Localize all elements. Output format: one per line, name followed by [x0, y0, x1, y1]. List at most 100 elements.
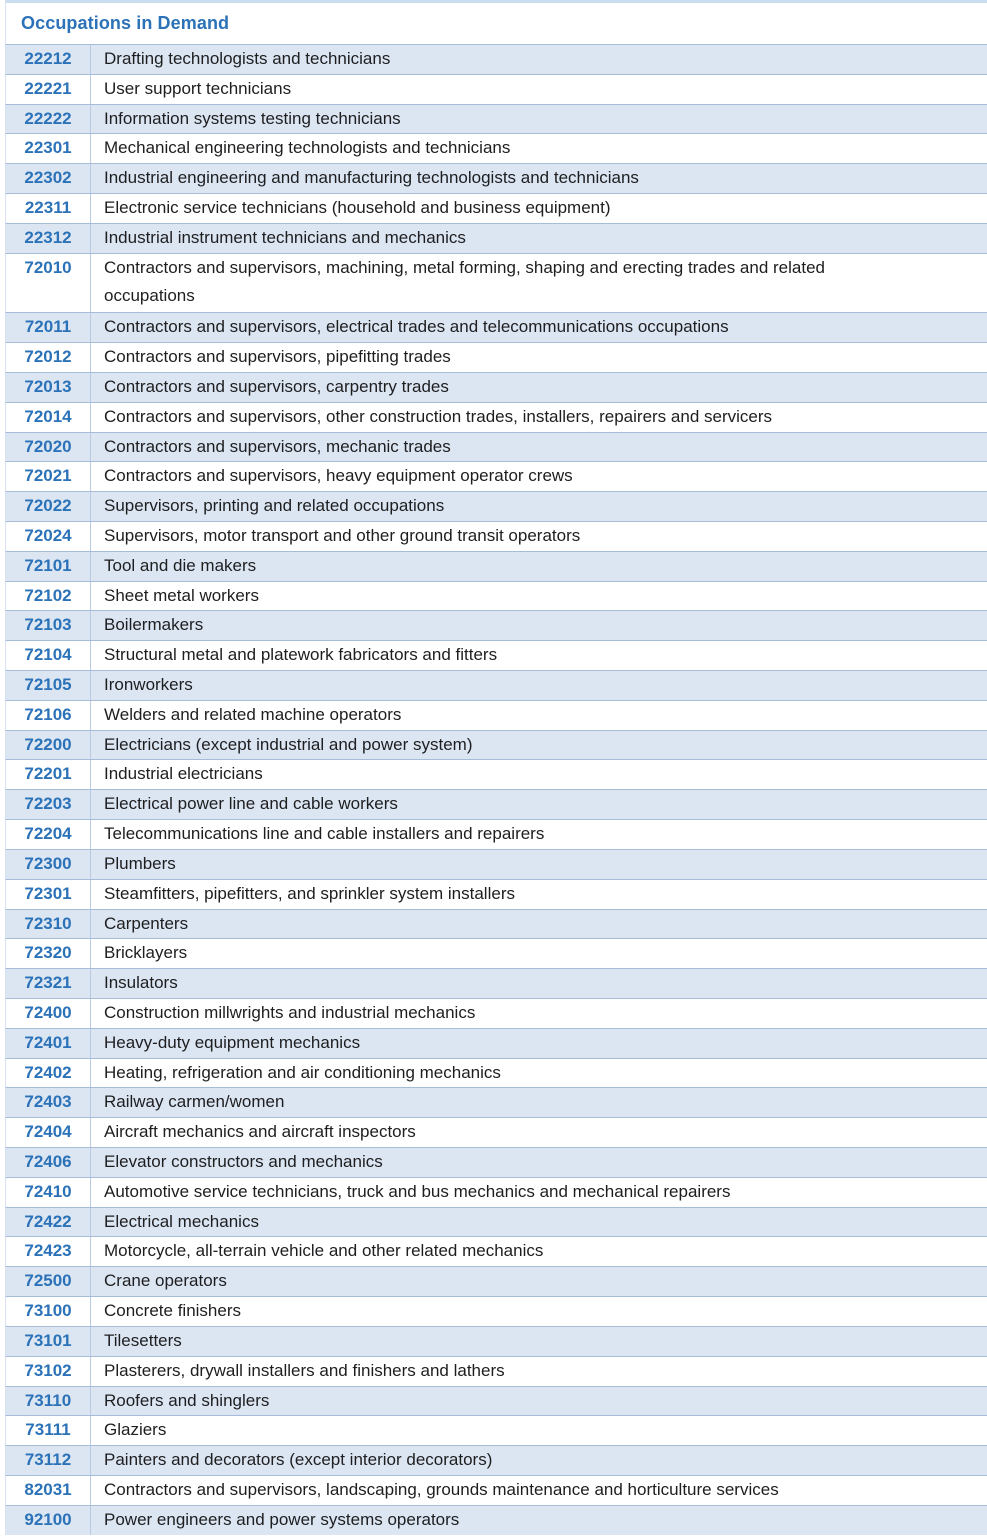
occupation-code-cell: 72301: [6, 879, 91, 909]
table-row: 72410 Automotive service technicians, tr…: [5, 1176, 987, 1207]
occupation-title-cell: Electronic service technicians (househol…: [104, 198, 611, 218]
table-row: 72402 Heating, refrigeration and air con…: [5, 1057, 987, 1088]
occupation-code-cell: 72021: [6, 462, 91, 492]
occupation-code-cell: 22301: [6, 134, 91, 164]
table-row: 72014 Contractors and supervisors, other…: [5, 401, 987, 432]
occupation-title-cell: Boilermakers: [104, 615, 204, 635]
occupation-code-cell: 22311: [6, 194, 91, 223]
table-row: 72022 Supervisors, printing and related …: [5, 491, 987, 521]
table-row: 22221 User support technicians: [5, 73, 987, 104]
table-row: 73102 Plasterers, drywall installers and…: [5, 1355, 987, 1386]
occupation-title-cell: Automotive service technicians, truck an…: [104, 1181, 731, 1201]
occupation-code-cell: 72201: [6, 760, 91, 790]
occupation-code-cell: 72105: [6, 671, 91, 700]
table-row: 72423 Motorcycle, all-terrain vehicle an…: [5, 1236, 987, 1267]
occupation-title-cell: Plasterers, drywall installers and finis…: [104, 1360, 505, 1380]
table-row: 73111 Glaziers: [5, 1415, 987, 1446]
occupation-code-cell: 73101: [6, 1326, 91, 1356]
occupation-title-cell: Electricians (except industrial and powe…: [104, 734, 473, 754]
table-row: 22311 Electronic service technicians (ho…: [5, 193, 987, 223]
table-row: 73101 Tilesetters: [5, 1325, 987, 1356]
occupation-code-cell: 72423: [6, 1237, 91, 1267]
occupation-code-cell: 72200: [6, 730, 91, 760]
occupation-code-cell: 72406: [6, 1148, 91, 1177]
occupation-code-cell: 72401: [6, 1028, 91, 1058]
occupation-code-cell: 72011: [6, 313, 91, 343]
occupation-code-cell: 72410: [6, 1177, 91, 1207]
table-row: 72403 Railway carmen/women: [5, 1087, 987, 1118]
table-row: 72013 Contractors and supervisors, carpe…: [5, 371, 987, 402]
table-row: 72204 Telecommunications line and cable …: [5, 819, 987, 849]
occupation-title-cell: Tool and die makers: [104, 555, 257, 575]
table-row: 72201 Industrial electricians: [5, 759, 987, 790]
table-row: 22301 Mechanical engineering technologis…: [5, 133, 987, 164]
occupation-title-cell: Information systems testing technicians: [104, 108, 401, 128]
table-row: 72301 Steamfitters, pipefitters, and spr…: [5, 878, 987, 909]
table-row: 22212 Drafting technologists and technic…: [5, 44, 987, 74]
occupation-code-cell: 22221: [6, 74, 91, 104]
occupation-code-cell: 22302: [6, 164, 91, 194]
occupation-code-cell: 72104: [6, 641, 91, 671]
occupation-code-cell: 72300: [6, 849, 91, 879]
occupation-code-cell: 72500: [6, 1267, 91, 1297]
occupation-title-cell: Industrial electricians: [104, 764, 263, 784]
occupation-code-cell: 73112: [6, 1446, 91, 1475]
occupation-title-cell: Roofers and shinglers: [104, 1390, 270, 1410]
occupation-title-cell: Mechanical engineering technologists and…: [104, 138, 511, 158]
table-row: 22222 Information systems testing techni…: [5, 103, 987, 134]
occupation-code-cell: 72402: [6, 1058, 91, 1088]
table-row: 72203 Electrical power line and cable wo…: [5, 789, 987, 820]
table-row: 72021 Contractors and supervisors, heavy…: [5, 461, 987, 492]
occupation-code-cell: 72014: [6, 402, 91, 432]
occupation-title-cell: Tilesetters: [104, 1330, 182, 1350]
table-row: 72106 Welders and related machine operat…: [5, 699, 987, 730]
occupation-title-cell: Crane operators: [104, 1271, 227, 1291]
occupation-title-cell: Contractors and supervisors, carpentry t…: [104, 376, 449, 396]
occupation-title-cell: Contractors and supervisors, mechanic tr…: [104, 436, 451, 456]
occupation-title-cell: Motorcycle, all-terrain vehicle and othe…: [104, 1241, 544, 1261]
occupation-title-cell: Structural metal and platework fabricato…: [104, 645, 498, 665]
table-body: 22212 Drafting technologists and technic…: [5, 44, 987, 1535]
table-row: 72104 Structural metal and platework fab…: [5, 640, 987, 671]
occupation-code-cell: 72022: [6, 492, 91, 521]
occupation-code-cell: 72203: [6, 790, 91, 820]
table-row: 72105 Ironworkers: [5, 670, 987, 700]
occupation-title-cell: Industrial instrument technicians and me…: [104, 227, 466, 247]
occupation-code-cell: 72106: [6, 700, 91, 730]
occupation-title-cell: Construction millwrights and industrial …: [104, 1002, 476, 1022]
occupation-code-cell: 73110: [6, 1386, 91, 1416]
occupation-title-cell: Heating, refrigeration and air condition…: [104, 1062, 501, 1082]
occupation-title-cell: Ironworkers: [104, 675, 193, 695]
occupation-title-cell: Welders and related machine operators: [104, 704, 402, 724]
table-row: 72010 Contractors and supervisors, machi…: [5, 252, 987, 313]
occupation-code-cell: 22222: [6, 104, 91, 134]
occupation-title-cell: Contractors and supervisors, heavy equip…: [104, 466, 573, 486]
occupation-title-cell: Aircraft mechanics and aircraft inspecto…: [104, 1122, 416, 1142]
occupations-in-demand-table: Occupations in Demand 22212 Drafting tec…: [5, 0, 987, 1535]
occupation-title-cell: Supervisors, motor transport and other g…: [104, 525, 581, 545]
table-row: 72321 Insulators: [5, 968, 987, 998]
occupation-title-cell: Steamfitters, pipefitters, and sprinkler…: [104, 883, 515, 903]
occupation-title-cell: Power engineers and power systems operat…: [104, 1509, 460, 1529]
occupation-title-cell: Carpenters: [104, 913, 189, 933]
occupation-title-cell: Contractors and supervisors, pipefitting…: [104, 347, 451, 367]
occupation-title-cell: Drafting technologists and technicians: [104, 49, 391, 68]
table-header-row: Occupations in Demand: [5, 0, 987, 44]
table-row: 92100 Power engineers and power systems …: [5, 1504, 987, 1535]
occupation-title-cell: Concrete finishers: [104, 1301, 242, 1321]
table-row: 72500 Crane operators: [5, 1266, 987, 1297]
occupation-code-cell: 72320: [6, 939, 91, 969]
occupation-code-cell: 72321: [6, 969, 91, 998]
occupation-code-cell: 72024: [6, 521, 91, 551]
occupation-code-cell: 72422: [6, 1207, 91, 1237]
table-row: 73110 Roofers and shinglers: [5, 1385, 987, 1416]
occupation-title-cell: Insulators: [104, 973, 178, 993]
occupation-code-cell: 72012: [6, 343, 91, 372]
occupation-title-cell: Electrical power line and cable workers: [104, 794, 398, 814]
table-row: 72400 Construction millwrights and indus…: [5, 997, 987, 1028]
table-row: 72011 Contractors and supervisors, elect…: [5, 312, 987, 343]
occupation-code-cell: 72310: [6, 909, 91, 939]
occupation-code-cell: 72020: [6, 432, 91, 462]
occupation-title-cell: Painters and decorators (except interior…: [104, 1450, 493, 1470]
occupation-title-cell: Contractors and supervisors, machining, …: [104, 257, 825, 305]
